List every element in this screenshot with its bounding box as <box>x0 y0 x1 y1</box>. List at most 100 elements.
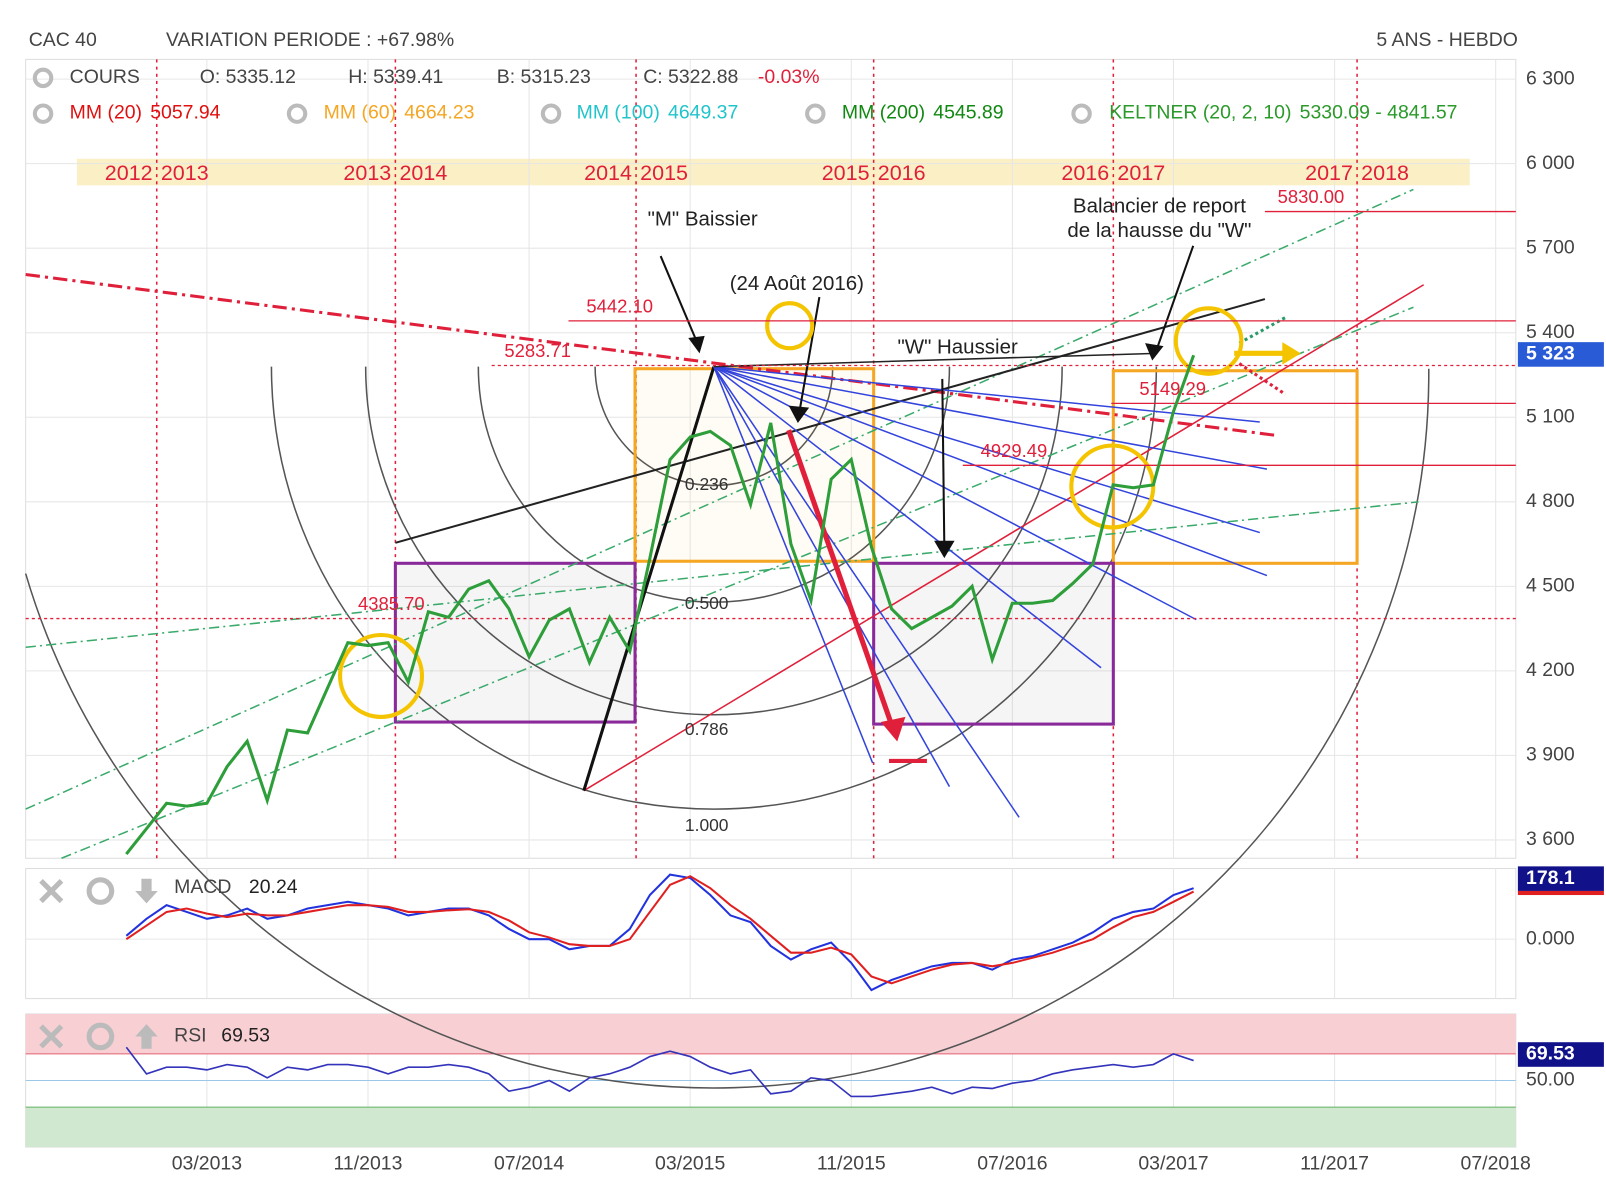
grid <box>25 59 1516 1148</box>
oversold-zone <box>25 1107 1516 1148</box>
symbol: CAC 40 <box>29 29 97 51</box>
x-tick-label: 03/2015 <box>655 1153 725 1175</box>
fib-label: 0.786 <box>685 719 729 739</box>
speed-fan <box>713 352 1268 818</box>
annotation: "W" Haussier <box>897 336 1017 359</box>
level-label: 5442.10 <box>586 295 653 316</box>
data-line <box>125 875 1195 985</box>
legend-label: MM (60) <box>324 102 396 124</box>
price-badge-label: 178.1 <box>1526 867 1575 889</box>
macd-title: MACD <box>174 876 231 898</box>
drawing-tools <box>24 59 1516 1089</box>
level-label: 5283.71 <box>504 340 571 361</box>
period-band <box>76 158 1470 186</box>
period-start: 2016 <box>1061 161 1109 185</box>
x-tick-label: 11/2017 <box>1300 1153 1369 1175</box>
y-tick-label: 4 500 <box>1526 574 1575 596</box>
legend-value: 4649.37 <box>668 102 738 124</box>
y-tick-label: 5 700 <box>1526 236 1575 258</box>
legend-value: 4664.23 <box>404 102 474 124</box>
period-end: 2013 <box>161 161 209 185</box>
price-badge <box>1517 342 1604 367</box>
y-tick-label: 6 000 <box>1526 152 1575 174</box>
x-tick-label: 11/2013 <box>334 1153 403 1175</box>
price-badge-label: 69.53 <box>1526 1043 1575 1065</box>
data-line <box>125 873 1194 992</box>
period-start: 2013 <box>343 161 391 185</box>
y-tick-label: 0.000 <box>1526 927 1575 949</box>
y-tick-label: 3 600 <box>1526 828 1575 850</box>
level-label: 5830.00 <box>1278 186 1345 207</box>
rsi-title: RSI <box>174 1025 206 1047</box>
quote-close: C: 5322.88 <box>643 66 738 88</box>
fib-label: 0.500 <box>685 593 729 613</box>
legend-value: 5057.94 <box>150 102 220 124</box>
channel-lines <box>25 188 1425 859</box>
legend-entry: MM (60) 4664.23 <box>324 102 475 124</box>
period-end: 2014 <box>399 161 447 185</box>
x-tick-label: 07/2014 <box>494 1153 564 1175</box>
period: 5 ANS - HEBDO <box>1376 29 1518 51</box>
quote-change: -0.03% <box>758 66 820 88</box>
x-tick-label: 03/2017 <box>1138 1153 1208 1175</box>
x-tick-label: 11/2015 <box>817 1153 886 1175</box>
legend-label: MM (100) <box>577 102 660 124</box>
y-tick-label: 5 100 <box>1526 405 1575 427</box>
period-end: 2016 <box>878 161 926 185</box>
price-badge <box>1517 1042 1604 1067</box>
legend-value: 4545.89 <box>933 102 1003 124</box>
annotation: (24 Août 2016) <box>730 272 864 295</box>
y-tick-label: 3 900 <box>1526 744 1575 766</box>
annotation: "M" Baissier <box>648 208 758 231</box>
legend-entry: MM (20) 5057.94 <box>70 102 221 124</box>
y-tick-label: 4 800 <box>1526 490 1575 512</box>
highlight-circles <box>338 301 1244 719</box>
period-end: 2018 <box>1361 161 1409 185</box>
legend-entry: MM (100) 4649.37 <box>577 102 739 124</box>
x-tick-label: 07/2016 <box>977 1153 1047 1175</box>
legend-value: 5330.09 - 4841.57 <box>1300 102 1458 124</box>
data-line <box>125 354 1196 856</box>
period-end: 2015 <box>640 161 688 185</box>
period-start: 2017 <box>1305 161 1353 185</box>
arrows <box>659 245 1301 764</box>
overbought-zone <box>25 1013 1516 1054</box>
y-tick-label: 6 300 <box>1526 67 1575 89</box>
legend-entry: KELTNER (20, 2, 10) 5330.09 - 4841.57 <box>1109 102 1457 124</box>
legend-label: MM (20) <box>70 102 142 124</box>
x-tick-label: 07/2018 <box>1461 1153 1531 1175</box>
period-start: 2015 <box>822 161 870 185</box>
rsi-current: 69.53 <box>221 1025 270 1047</box>
annotation: Balancier de report <box>1073 194 1246 217</box>
main-panel <box>25 58 1517 859</box>
badge-underline <box>1517 890 1604 896</box>
price-badge-label: 5 323 <box>1526 343 1575 365</box>
quote-low: B: 5315.23 <box>497 66 591 88</box>
level-label: 5149.29 <box>1139 378 1206 399</box>
fib-label: 1.000 <box>685 815 729 835</box>
quote-label: COURS <box>70 66 140 88</box>
x-tick-label: 03/2013 <box>172 1153 242 1175</box>
level-label: 4929.49 <box>981 440 1048 461</box>
y-tick-label: 4 200 <box>1526 659 1575 681</box>
legend-label: MM (200) <box>842 102 925 124</box>
quote-high: H: 5339.41 <box>348 66 443 88</box>
variation: VARIATION PERIODE : +67.98% <box>166 29 454 51</box>
y-tick-label: 50.00 <box>1526 1069 1575 1091</box>
y-tick-label: 5 400 <box>1526 321 1575 343</box>
macd-panel <box>25 867 1517 1000</box>
price-badge <box>1517 866 1604 891</box>
period-start: 2014 <box>584 161 632 185</box>
period-end: 2017 <box>1117 161 1165 185</box>
fibonacci-arcs <box>24 366 1430 1089</box>
level-label: 4385.70 <box>358 593 425 614</box>
period-start: 2012 <box>105 161 153 185</box>
legend-label: KELTNER (20, 2, 10) <box>1109 102 1291 124</box>
fib-label: 0.236 <box>685 474 729 494</box>
annotation: de la hausse du "W" <box>1067 219 1251 242</box>
macd-current: 20.24 <box>249 876 298 898</box>
rectangles <box>393 367 1359 726</box>
quote-open: O: 5335.12 <box>200 66 296 88</box>
data-line <box>125 1046 1194 1098</box>
